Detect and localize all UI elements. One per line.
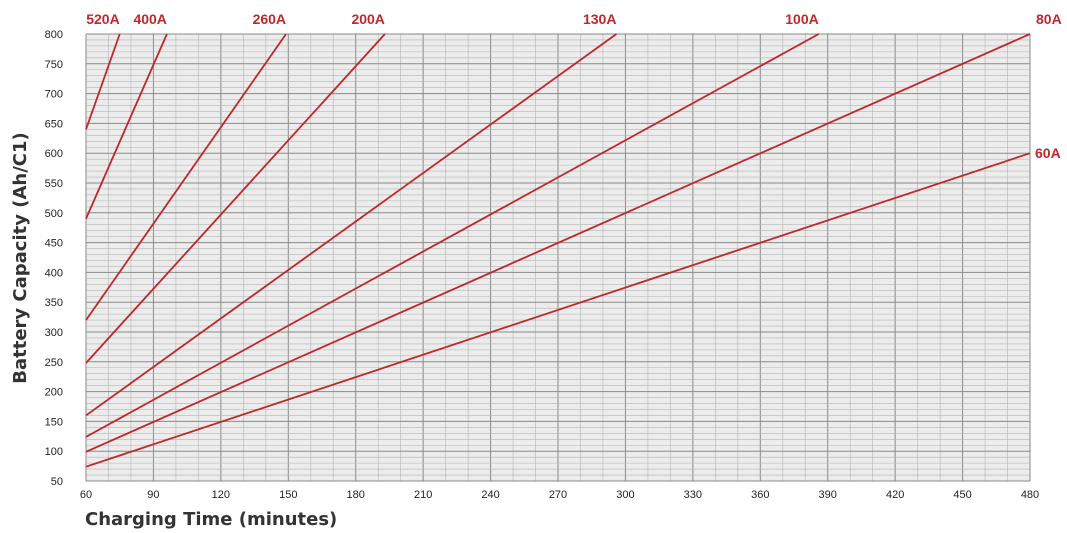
x-axis-title: Charging Time (minutes)	[85, 509, 337, 530]
y-tick-label: 200	[45, 387, 63, 399]
x-tick-label: 450	[953, 489, 971, 501]
series-line-200a	[85, 33, 386, 364]
series-label-130a: 130A	[583, 11, 616, 27]
x-axis-ticks: 60 90 120 150 180 210 240 270 300 330 360 390 420 450…	[80, 489, 1039, 501]
series-line-400a	[85, 33, 168, 220]
grid	[85, 33, 1031, 482]
y-tick-label: 400	[45, 267, 63, 279]
x-tick-label: 180	[347, 489, 365, 501]
y-tick-label: 500	[45, 208, 63, 220]
series-line-80a	[85, 33, 1031, 453]
series-label-200a: 200A	[351, 11, 384, 27]
x-tick-label: 240	[481, 489, 499, 501]
series-label-260a: 260A	[253, 11, 286, 27]
y-tick-label: 650	[45, 118, 63, 130]
x-tick-label: 420	[886, 489, 904, 501]
y-tick-label: 450	[45, 238, 63, 250]
x-tick-label: 210	[414, 489, 432, 501]
y-tick-label: 600	[45, 148, 63, 160]
y-tick-label: 750	[45, 59, 63, 71]
series-line-520a	[85, 33, 121, 130]
series-label-60a: 60A	[1035, 145, 1061, 161]
y-tick-label: 100	[45, 446, 63, 458]
y-axis-title: Battery Capacity (Ah/C1)	[10, 132, 31, 384]
x-tick-label: 360	[751, 489, 769, 501]
y-tick-label: 300	[45, 327, 63, 339]
series-label-400a: 400A	[133, 11, 166, 27]
series-lines	[85, 33, 1031, 468]
y-tick-label: 150	[45, 416, 63, 428]
y-tick-label: 550	[45, 178, 63, 190]
x-tick-label: 390	[819, 489, 837, 501]
series-line-100a	[85, 33, 820, 438]
series-line-60a	[85, 152, 1031, 468]
x-tick-label: 300	[616, 489, 634, 501]
series-label-520a: 520A	[86, 11, 119, 27]
y-tick-label: 350	[45, 297, 63, 309]
y-axis-ticks: 50 100 150 200 250 300 350 400 450 500 550 600 650 70…	[45, 29, 63, 488]
y-tick-label: 700	[45, 89, 63, 101]
series-label-80a: 80A	[1036, 11, 1062, 27]
x-tick-label: 120	[212, 489, 230, 501]
series-line-260a	[85, 33, 287, 321]
x-tick-label: 150	[279, 489, 297, 501]
x-tick-label: 60	[80, 489, 92, 501]
y-tick-label: 50	[51, 476, 63, 488]
y-tick-label: 250	[45, 357, 63, 369]
x-tick-label: 90	[147, 489, 159, 501]
series-labels: 520A 400A 260A 200A 130A 100A 80A 60A	[86, 11, 1061, 161]
x-tick-label: 480	[1021, 489, 1039, 501]
series-line-130a	[85, 33, 617, 417]
y-tick-label: 800	[45, 29, 63, 41]
series-label-100a: 100A	[785, 11, 818, 27]
x-tick-label: 270	[549, 489, 567, 501]
x-tick-label: 330	[684, 489, 702, 501]
